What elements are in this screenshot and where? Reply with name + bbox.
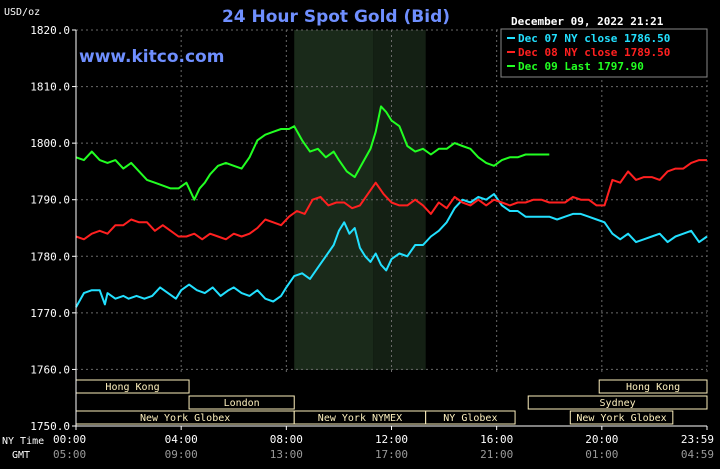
ny-time-label: NY Time xyxy=(2,436,44,447)
session-label-7: New York Globex xyxy=(576,413,666,424)
y-tick-label: 1800.0 xyxy=(30,137,70,150)
session-label-4: NY Globex xyxy=(443,413,497,424)
session-label-0: Hong Kong xyxy=(105,382,159,393)
legend-entry-0: Dec 07 NY close 1786.50 xyxy=(518,32,670,45)
series-line-2 xyxy=(75,105,550,201)
x-tick-label-gmt: 04:59 xyxy=(681,448,714,461)
x-tick-label-gmt: 01:00 xyxy=(585,448,618,461)
session-label-5: Hong Kong xyxy=(626,382,680,393)
session-label-2: New York Globex xyxy=(140,413,230,424)
y-tick-label: 1780.0 xyxy=(30,250,70,263)
session-label-1: London xyxy=(224,398,260,409)
x-tick-label-ny: 23:59 xyxy=(681,433,714,446)
x-tick-label-gmt: 09:00 xyxy=(165,448,198,461)
legend-entry-1: Dec 08 NY close 1789.50 xyxy=(518,46,670,59)
x-tick-label-ny: 08:00 xyxy=(270,433,303,446)
y-tick-label: 1760.0 xyxy=(30,363,70,376)
y-tick-label: 1820.0 xyxy=(30,24,70,37)
axes: 1750.0 1760.0 1770.0 1780.0 1790.0 1800.0 1810… xyxy=(30,24,714,461)
x-tick-label-ny: 20:00 xyxy=(585,433,618,446)
chart-title: 24 Hour Spot Gold (Bid) xyxy=(222,7,450,27)
session-bar-5 xyxy=(598,379,708,394)
session-bar-7 xyxy=(569,410,674,425)
series-line-1 xyxy=(75,159,707,241)
y-axis-unit-label: USD/oz xyxy=(4,7,40,18)
x-tick-label-gmt: 17:00 xyxy=(375,448,408,461)
y-tick-label: 1810.0 xyxy=(30,81,70,94)
x-tick-label-gmt: 21:00 xyxy=(480,448,513,461)
x-tick-label-ny: 12:00 xyxy=(375,433,408,446)
x-tick-label-gmt: 13:00 xyxy=(270,448,303,461)
session-bar-4 xyxy=(425,410,516,425)
x-tick-label-ny: 04:00 xyxy=(165,433,198,446)
legend-box xyxy=(500,28,708,78)
session-label-3: New York NYMEX xyxy=(318,413,402,424)
kitco-watermark: www.kitco.com xyxy=(79,47,224,67)
x-tick-label-ny: 16:00 xyxy=(480,433,513,446)
y-tick-label: 1790.0 xyxy=(30,194,70,207)
series-line-0 xyxy=(75,193,708,308)
chart-timestamp: December 09, 2022 21:21 xyxy=(511,15,664,28)
session-label-6: Sydney xyxy=(600,398,636,409)
market-session-bars: Hong Kong London New York Globex New York N… xyxy=(75,379,708,425)
gmt-label: GMT xyxy=(12,450,30,461)
x-tick-label-ny: 00:00 xyxy=(53,433,86,446)
y-tick-label: 1750.0 xyxy=(30,420,70,433)
session-bar-1 xyxy=(188,395,295,410)
session-bar-6 xyxy=(527,395,708,410)
y-tick-label: 1770.0 xyxy=(30,307,70,320)
legend-entry-2: Dec 09 Last 1797.90 xyxy=(518,60,644,73)
price-series-lines xyxy=(75,105,708,308)
x-tick-label-gmt: 05:00 xyxy=(53,448,86,461)
